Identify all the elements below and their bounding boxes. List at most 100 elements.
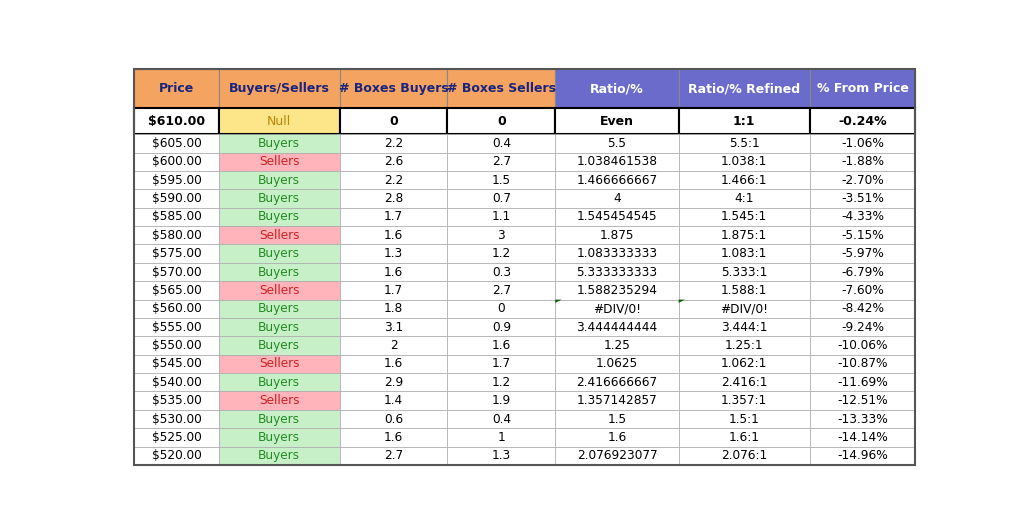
Text: -12.51%: -12.51% <box>838 394 888 407</box>
Bar <box>679 189 810 208</box>
Text: 1.2: 1.2 <box>492 376 511 389</box>
Bar <box>447 70 555 108</box>
Bar <box>134 428 219 446</box>
Text: Sellers: Sellers <box>259 357 299 370</box>
Text: 1.875:1: 1.875:1 <box>721 229 767 242</box>
Text: -14.14%: -14.14% <box>838 431 888 444</box>
Bar <box>134 263 219 281</box>
Text: $535.00: $535.00 <box>152 394 202 407</box>
Bar <box>219 318 340 336</box>
Text: -5.97%: -5.97% <box>841 247 884 260</box>
Text: -0.24%: -0.24% <box>839 114 887 128</box>
Text: 1.2: 1.2 <box>492 247 511 260</box>
Bar <box>555 263 679 281</box>
Bar <box>134 318 219 336</box>
Text: Sellers: Sellers <box>259 284 299 297</box>
Text: Buyers: Buyers <box>258 266 300 279</box>
Text: 1.466666667: 1.466666667 <box>577 174 657 187</box>
Bar <box>679 446 810 465</box>
Text: 1.7: 1.7 <box>492 357 511 370</box>
Bar <box>134 189 219 208</box>
Bar <box>219 171 340 189</box>
Text: Buyers: Buyers <box>258 192 300 205</box>
Bar <box>219 134 340 153</box>
Text: 1.3: 1.3 <box>384 247 403 260</box>
Text: Price: Price <box>159 82 195 95</box>
Text: $585.00: $585.00 <box>152 210 202 223</box>
Text: 1.6:1: 1.6:1 <box>729 431 760 444</box>
Text: Buyers: Buyers <box>258 320 300 334</box>
Bar <box>340 318 447 336</box>
Text: Null: Null <box>267 114 292 128</box>
Text: 1.6: 1.6 <box>384 266 403 279</box>
Bar <box>134 171 219 189</box>
Text: 1.6: 1.6 <box>384 357 403 370</box>
Bar <box>447 392 555 410</box>
Text: 1.875: 1.875 <box>600 229 634 242</box>
Bar <box>447 153 555 171</box>
Bar <box>340 392 447 410</box>
Text: -5.15%: -5.15% <box>841 229 884 242</box>
Bar <box>447 108 555 134</box>
Bar <box>810 226 915 245</box>
Text: Buyers: Buyers <box>258 431 300 444</box>
Bar <box>679 263 810 281</box>
Text: 1.5: 1.5 <box>607 413 627 425</box>
Text: 2.076:1: 2.076:1 <box>721 450 767 462</box>
Bar <box>447 171 555 189</box>
Text: 1.588:1: 1.588:1 <box>721 284 767 297</box>
Bar <box>447 134 555 153</box>
Bar <box>134 281 219 300</box>
Bar <box>219 208 340 226</box>
Text: 1.6: 1.6 <box>384 431 403 444</box>
Text: 1.6: 1.6 <box>492 339 511 352</box>
Bar <box>555 70 679 108</box>
Text: 1.545:1: 1.545:1 <box>721 210 767 223</box>
Bar <box>219 392 340 410</box>
Bar <box>679 245 810 263</box>
Bar <box>219 263 340 281</box>
Text: $580.00: $580.00 <box>152 229 202 242</box>
Text: Sellers: Sellers <box>259 155 299 168</box>
Text: $605.00: $605.00 <box>152 137 202 150</box>
Bar <box>340 336 447 355</box>
Text: # Boxes Sellers: # Boxes Sellers <box>446 82 556 95</box>
Bar <box>340 245 447 263</box>
Text: 0.9: 0.9 <box>492 320 511 334</box>
Text: 1.357142857: 1.357142857 <box>577 394 657 407</box>
Text: 2.9: 2.9 <box>384 376 403 389</box>
Bar <box>555 392 679 410</box>
Bar <box>810 189 915 208</box>
Text: 1.8: 1.8 <box>384 302 403 315</box>
Text: $555.00: $555.00 <box>152 320 202 334</box>
Bar <box>219 410 340 428</box>
Text: 1.9: 1.9 <box>492 394 511 407</box>
Bar <box>219 226 340 245</box>
Bar <box>134 392 219 410</box>
Bar <box>340 428 447 446</box>
Text: 0.6: 0.6 <box>384 413 403 425</box>
Text: -9.24%: -9.24% <box>841 320 884 334</box>
Bar <box>679 410 810 428</box>
Bar <box>810 134 915 153</box>
Text: 2.6: 2.6 <box>384 155 403 168</box>
Bar <box>679 428 810 446</box>
Text: 0: 0 <box>497 114 506 128</box>
Text: 2.416666667: 2.416666667 <box>577 376 657 389</box>
Text: $525.00: $525.00 <box>152 431 202 444</box>
Bar <box>134 410 219 428</box>
Bar <box>810 410 915 428</box>
Bar <box>447 189 555 208</box>
Bar <box>810 245 915 263</box>
Bar <box>134 70 219 108</box>
Bar <box>679 208 810 226</box>
Text: 2.7: 2.7 <box>384 450 403 462</box>
Bar <box>219 336 340 355</box>
Bar <box>679 281 810 300</box>
Text: -14.96%: -14.96% <box>838 450 888 462</box>
Bar <box>555 245 679 263</box>
Text: 2.7: 2.7 <box>492 155 511 168</box>
Bar <box>679 300 810 318</box>
Bar <box>340 300 447 318</box>
Bar <box>219 355 340 373</box>
